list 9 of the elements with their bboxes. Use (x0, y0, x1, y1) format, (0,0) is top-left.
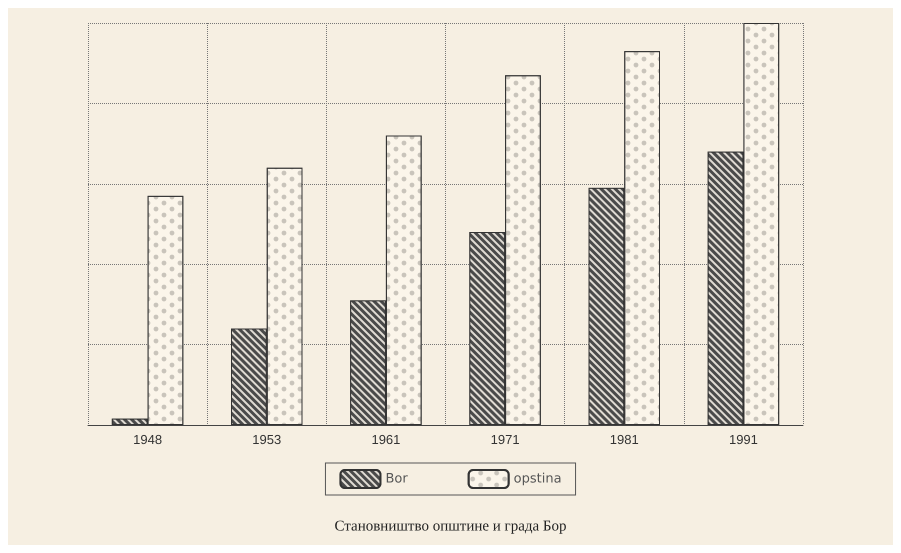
x-tick-label: 1961 (371, 432, 400, 447)
x-tick-label: 1948 (133, 432, 162, 447)
x-tick-label: 1971 (490, 432, 520, 447)
legend-label: Bor (385, 472, 408, 486)
legend-label: opstina (514, 472, 562, 486)
x-tick-label: 1991 (728, 432, 758, 447)
x-tick-label: 1953 (252, 432, 282, 447)
x-tick-label: 1981 (610, 432, 639, 447)
text: Становништво општине и града Бор (334, 518, 567, 534)
